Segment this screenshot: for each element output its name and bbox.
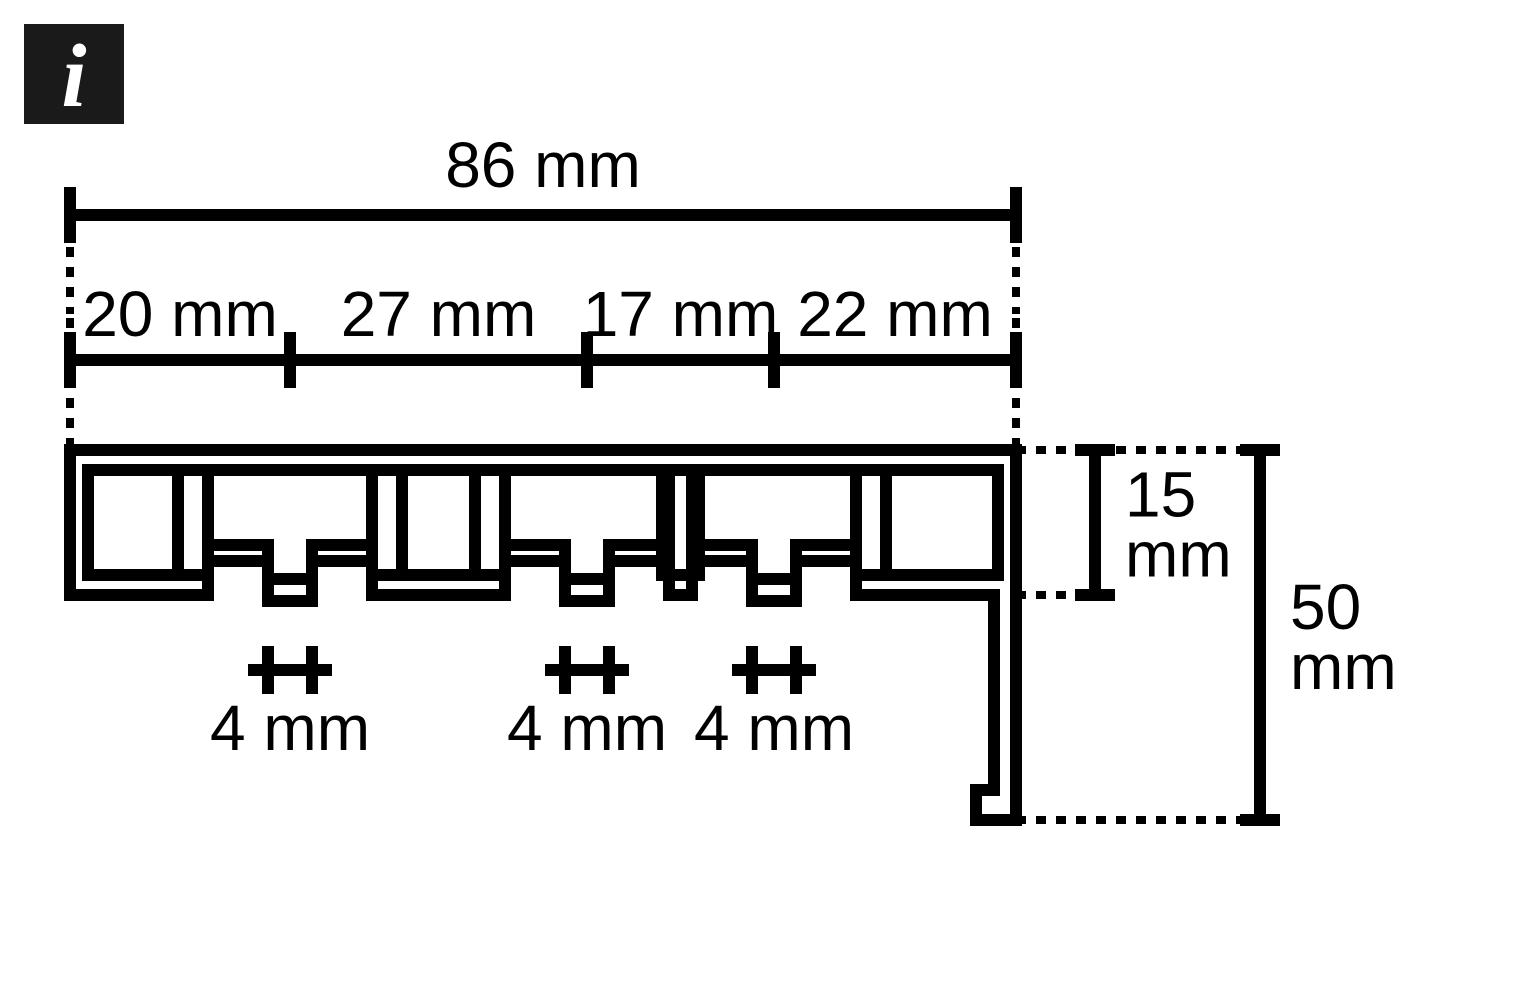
dim-segment-0: 20 mm: [82, 278, 278, 350]
dim-segment-3: 22 mm: [797, 278, 993, 350]
dim-overall-width: 86 mm: [445, 129, 641, 201]
divider: [662, 470, 692, 575]
info-icon: i: [24, 24, 124, 126]
dim-h50-unit: mm: [1290, 631, 1397, 703]
info-icon-label: i: [61, 27, 86, 126]
dim-h15-unit: mm: [1125, 519, 1232, 591]
divider: [372, 470, 402, 575]
divider: [178, 470, 208, 575]
dim-segment-2: 17 mm: [583, 278, 779, 350]
dim-slot-2: 4 mm: [694, 692, 854, 764]
chamber-1: [88, 470, 178, 575]
divider: [475, 470, 505, 575]
technical-drawing: i86 mm20 mm27 mm17 mm22 mm4 mm4 mm4 mm15…: [0, 0, 1526, 1000]
dim-slot-0: 4 mm: [210, 692, 370, 764]
dim-segment-1: 27 mm: [341, 278, 537, 350]
chamber: [886, 470, 998, 575]
dim-slot-1: 4 mm: [507, 692, 667, 764]
chamber: [402, 470, 475, 575]
